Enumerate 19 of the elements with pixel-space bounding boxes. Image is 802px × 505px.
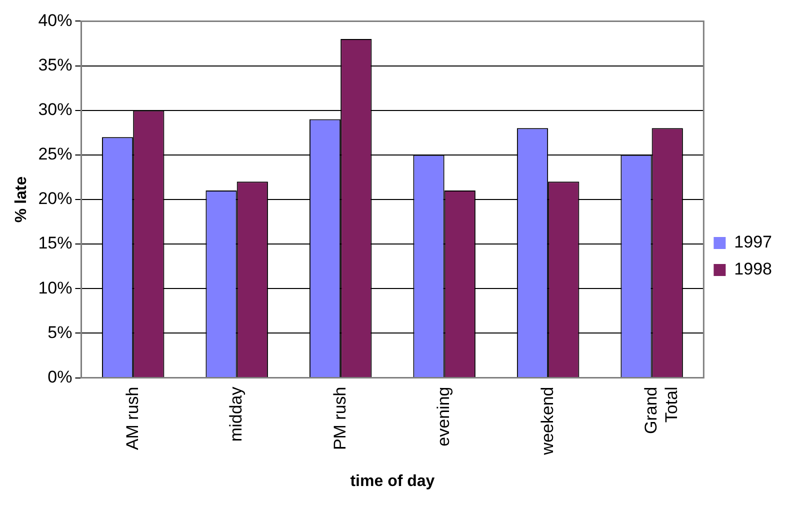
- x-tick-label: PM rush: [330, 386, 350, 450]
- x-tick-label: weekend: [538, 386, 557, 456]
- y-tick-label: 15%: [38, 234, 72, 253]
- y-tick-label: 10%: [38, 278, 72, 298]
- legend-label: 1997: [734, 232, 772, 252]
- y-tick-label: 35%: [38, 55, 72, 74]
- x-tick-label: midday: [226, 386, 246, 442]
- x-tick-label: Grand Total: [642, 386, 681, 434]
- y-tick-label: 0%: [48, 367, 72, 386]
- x-tick-label: evening: [434, 386, 454, 446]
- x-axis-title: time of day: [350, 472, 435, 490]
- y-axis-title: % late: [13, 176, 30, 223]
- y-tick-label: 5%: [48, 322, 72, 342]
- x-tick-label: AM rush: [122, 386, 142, 450]
- y-tick-label: 20%: [38, 189, 72, 208]
- legend-label: 1998: [734, 260, 772, 279]
- y-tick-label: 25%: [38, 144, 72, 164]
- y-tick-label: 40%: [38, 10, 72, 30]
- y-tick-label: 30%: [38, 100, 72, 120]
